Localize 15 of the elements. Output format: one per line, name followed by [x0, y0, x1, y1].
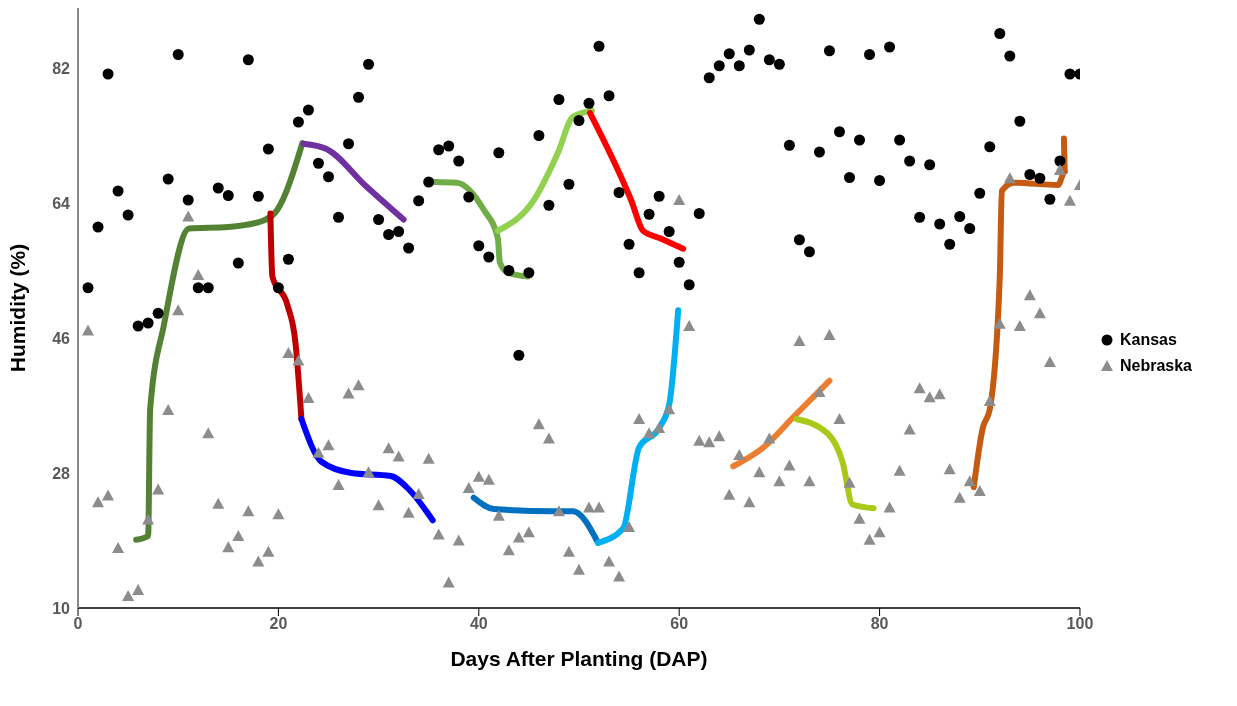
legend-label: Nebraska	[1119, 357, 1192, 375]
y-tick-label: 64	[52, 194, 71, 212]
legend-label: Kansas	[1119, 331, 1177, 349]
x-tick-label: 40	[469, 615, 488, 633]
y-tick-label: 10	[52, 599, 71, 617]
y-tick-label: 46	[52, 329, 71, 347]
y-tick-label: 82	[52, 59, 71, 77]
x-axis-title: Days After Planting (DAP)	[450, 647, 708, 670]
x-tick-label: 0	[73, 615, 83, 633]
y-axis-title: Humidity (%)	[6, 243, 30, 373]
x-tick-label: 100	[1066, 615, 1094, 633]
x-tick-label: 60	[670, 615, 689, 633]
x-tick-label: 20	[269, 615, 288, 633]
x-tick-label: 80	[870, 615, 889, 633]
y-tick-label: 28	[52, 464, 71, 482]
